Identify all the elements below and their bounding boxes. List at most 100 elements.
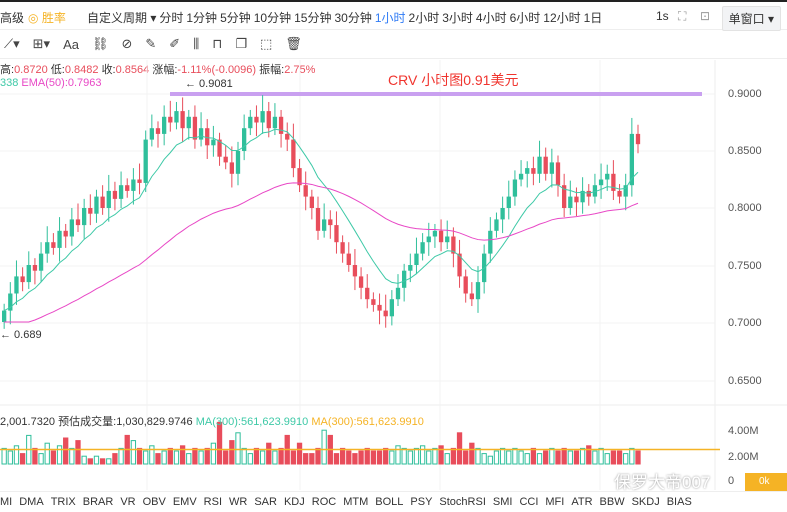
candle (568, 196, 573, 208)
tab-stochrsi[interactable]: StochRSI (439, 496, 486, 508)
candle (51, 242, 56, 248)
tab-psy[interactable]: PSY (410, 496, 433, 508)
tab-emv[interactable]: EMV (172, 496, 197, 508)
copy-icon[interactable]: ❐ (235, 36, 247, 51)
tab-skdj[interactable]: SKDJ (631, 496, 660, 508)
tab-sar[interactable]: SAR (254, 496, 277, 508)
tab-vr[interactable]: VR (120, 496, 136, 508)
candle (168, 116, 173, 123)
candle (371, 299, 376, 305)
period-1日[interactable]: 1日 (583, 11, 603, 25)
text-icon[interactable]: Aa (63, 36, 79, 52)
win-rate-button[interactable]: ◎ 胜率 (28, 11, 66, 25)
candle (420, 242, 425, 254)
volume-bar (481, 453, 487, 465)
period-12小时[interactable]: 12小时 (543, 11, 581, 25)
volume-bar (247, 453, 253, 465)
tab-roc[interactable]: ROC (311, 496, 337, 508)
tab-brar[interactable]: BRAR (82, 496, 114, 508)
volume-bar (499, 447, 506, 465)
candle (14, 276, 19, 294)
period-3小时[interactable]: 3小时 (442, 11, 473, 25)
grid-icon[interactable]: ⊞▾ (32, 36, 51, 51)
link-icon[interactable]: ⊘ (121, 36, 133, 51)
ruler-icon[interactable]: ✎ (145, 36, 157, 51)
lock-icon[interactable]: ⊓ (212, 36, 223, 51)
tab-wr[interactable]: WR (229, 496, 248, 508)
volume-bar (383, 447, 389, 465)
period-4小时[interactable]: 4小时 (475, 11, 507, 25)
candle (242, 128, 247, 151)
volume-bar (333, 453, 340, 465)
period-15分钟[interactable]: 15分钟 (294, 11, 332, 25)
tab-cci[interactable]: CCI (519, 496, 539, 508)
close-label: 收: (101, 64, 116, 76)
volume-bar (604, 453, 610, 465)
candle (346, 253, 351, 265)
volume-bar (401, 447, 407, 465)
volume-bar (530, 447, 537, 465)
tab-bias[interactable]: BIAS (666, 496, 692, 508)
candle (149, 128, 154, 140)
volume-bar (579, 447, 586, 465)
period-5分钟[interactable]: 5分钟 (220, 11, 251, 25)
candle (432, 230, 438, 237)
tab-boll[interactable]: BOLL (375, 496, 404, 508)
tab-smi[interactable]: SMI (492, 496, 513, 508)
volume-bar (155, 453, 161, 465)
change-label: 涨幅: (152, 64, 178, 76)
candle (285, 133, 290, 140)
candle (611, 173, 616, 191)
volume-bar (395, 445, 401, 465)
candle (143, 139, 148, 183)
ema-info: 338 EMA(50):0.7963 (0, 77, 102, 89)
period-10分钟[interactable]: 10分钟 (253, 11, 292, 25)
volume-bar (635, 450, 641, 465)
candle (20, 276, 25, 283)
brush-icon[interactable]: ✐ (169, 36, 181, 51)
period-30分钟[interactable]: 30分钟 (334, 11, 372, 25)
volume-bar (69, 447, 75, 465)
volume-bar (321, 429, 327, 465)
volume-bar (592, 450, 598, 465)
tab-atr[interactable]: ATR (571, 496, 593, 508)
candle (617, 190, 622, 197)
tab-mtm[interactable]: MTM (343, 496, 369, 508)
period-自定义周期[interactable]: 自定义周期 ▾ (87, 11, 157, 25)
period-6小时[interactable]: 6小时 (509, 11, 541, 25)
volume-bar (290, 450, 297, 465)
trash-icon[interactable]: 🗑 (285, 36, 302, 51)
period-分时[interactable]: 分时 (159, 11, 184, 25)
drawing-toolbar: ⟋▾ ⊞▾ Aa ⛓ ⊘ ✎ ✐ ⫼ ⊓ ❐ ⬚ 🗑 (0, 30, 787, 59)
tab-rsi[interactable]: RSI (203, 496, 223, 508)
interval-label[interactable]: 1s (656, 9, 669, 23)
tab-kdj[interactable]: KDJ (283, 496, 305, 508)
period-2小时[interactable]: 2小时 (408, 11, 440, 25)
candle (125, 185, 130, 191)
add-window-icon[interactable]: ⊡ (700, 9, 711, 23)
measure-icon[interactable]: ⫼ (193, 36, 200, 51)
period-1分钟[interactable]: 1分钟 (186, 11, 218, 25)
pattern-icon[interactable]: ⛓ (91, 36, 109, 51)
volume-bar (259, 450, 266, 465)
candle (543, 156, 548, 174)
tab-mfi[interactable]: MFI (545, 496, 565, 508)
tab-bbw[interactable]: BBW (599, 496, 625, 508)
tab-obv[interactable]: OBV (142, 496, 166, 508)
line-tool-icon[interactable]: ⟋▾ (4, 36, 20, 51)
candle (272, 116, 278, 129)
period-advanced[interactable]: 高级 (0, 11, 25, 25)
fullscreen-icon[interactable]: ⛶ (678, 9, 687, 23)
tab-dma[interactable]: DMA (19, 496, 44, 508)
screenshot-icon[interactable]: ⬚ (260, 36, 273, 51)
volume-bar (106, 458, 112, 465)
tab-trix[interactable]: TRIX (50, 496, 76, 508)
period-1小时[interactable]: 1小时 (374, 11, 406, 25)
window-mode-select[interactable]: 单窗口 ▾ (721, 6, 781, 31)
tab-mi[interactable]: MI (0, 496, 13, 508)
volume-last-tag: 0k (745, 473, 787, 491)
candle (358, 276, 364, 288)
candle (334, 225, 339, 243)
candle (377, 304, 382, 311)
